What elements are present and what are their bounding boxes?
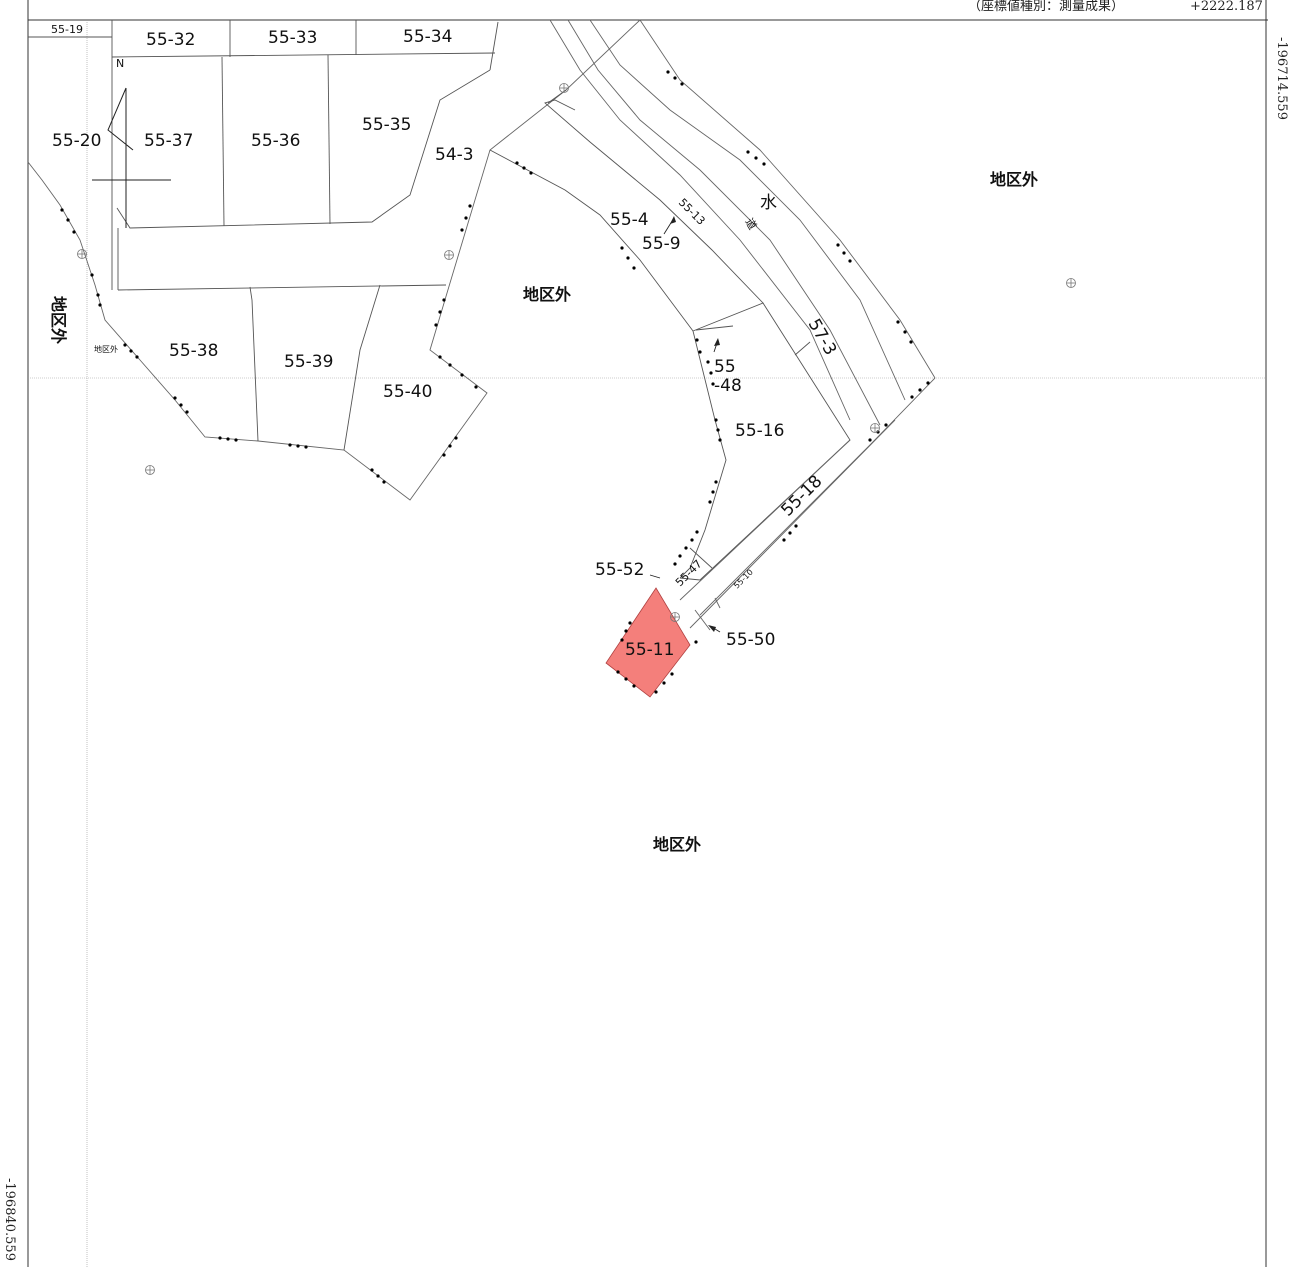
parcel-label-55-19: 55-19 — [51, 23, 83, 36]
waterway-strips — [549, 19, 936, 631]
parcel-block-north — [28, 20, 499, 291]
coord-type-note: （座標値種別：測量成果） — [968, 0, 1124, 14]
leader-arrows — [649, 216, 721, 633]
top-coordinate: +2222.187 — [1190, 0, 1263, 14]
parcel-label-55-52: 55-52 — [595, 560, 644, 580]
north-arrow-icon — [92, 87, 171, 228]
parcel-label-55-11: 55-11 — [625, 640, 674, 660]
road-edge-west — [27, 19, 641, 501]
area-label-outside-west: 地区外 — [49, 296, 68, 344]
area-label-outside-ne: 地区外 — [990, 170, 1038, 189]
parcel-label-55-20: 55-20 — [52, 131, 101, 151]
parcel-label-55-9: 55-9 — [642, 234, 681, 254]
parcel-label-55-48-bottom: -48 — [714, 376, 742, 396]
area-label-outside-small: 地区外 — [94, 344, 118, 354]
highlighted-parcel-55-11[interactable] — [605, 587, 691, 698]
parcel-label-55-37: 55-37 — [144, 131, 193, 151]
parcel-label-55-38: 55-38 — [169, 341, 218, 361]
boundary-markers — [60, 70, 930, 694]
north-label: N — [116, 57, 124, 70]
parcel-label-55-16: 55-16 — [735, 421, 784, 441]
parcel-label-55-40: 55-40 — [383, 382, 432, 402]
coordinate-left: -196840.559 — [2, 1178, 17, 1261]
survey-benchmarks — [77, 83, 1076, 622]
parcel-label-55-36: 55-36 — [251, 131, 300, 151]
parcel-label-55-4: 55-4 — [610, 210, 649, 230]
coordinate-right: -196714.559 — [1274, 37, 1289, 120]
parcel-label-55-33: 55-33 — [268, 28, 317, 48]
waterway-label-char1: 水 — [760, 193, 777, 213]
parcel-label-55-48-top: 55 — [714, 357, 736, 377]
parcel-label-55-35: 55-35 — [362, 115, 411, 135]
waterway-label-char2: 道 — [742, 216, 760, 233]
area-label-outside-center: 地区外 — [523, 285, 571, 304]
parcel-label-57-3: 57-3 — [804, 316, 841, 359]
area-label-outside-south: 地区外 — [653, 835, 701, 854]
parcel-label-55-34: 55-34 — [403, 27, 452, 47]
parcel-label-55-50: 55-50 — [726, 630, 775, 650]
parcel-label-55-47: 55-47 — [673, 557, 705, 589]
parcel-label-55-32: 55-32 — [146, 30, 195, 50]
parcel-label-54-3: 54-3 — [435, 145, 474, 165]
parcel-label-55-39: 55-39 — [284, 352, 333, 372]
parcel-label-55-13: 55-13 — [676, 196, 708, 228]
